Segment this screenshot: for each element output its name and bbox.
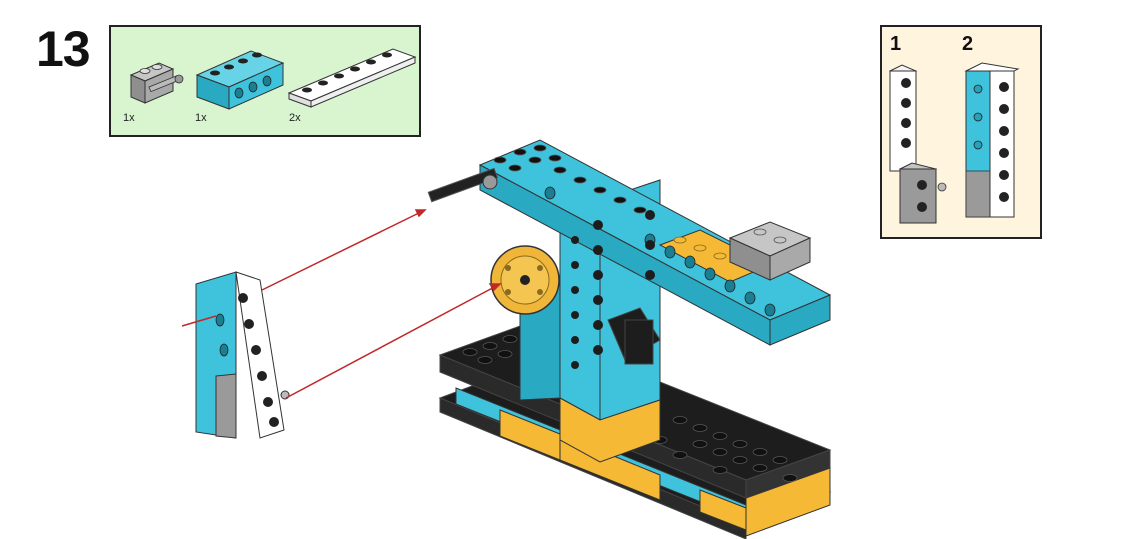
part-quantity-white-plate: 2x	[289, 112, 301, 124]
arm-yellow-studs	[673, 236, 727, 260]
step-number: 13	[36, 21, 91, 77]
yellow-pulley-wheel	[490, 245, 560, 315]
black-axle	[427, 167, 499, 203]
sub-step-1-illustration	[888, 64, 947, 224]
arm-gray-studs	[753, 228, 787, 244]
part-white-plate	[287, 48, 417, 108]
part-quantity-gray-brick: 1x	[123, 112, 135, 124]
part-quantity-azure-brick: 1x	[195, 112, 207, 124]
sub-step-2-illustration	[964, 62, 1020, 218]
parts-list-box: 1x 1x 2x	[109, 25, 421, 137]
azure-arm	[478, 139, 832, 346]
assembly-arrows	[181, 209, 502, 399]
sub-assembly-callout: 1 2	[880, 25, 1042, 239]
arm-studs	[493, 144, 647, 214]
base-studs	[462, 335, 798, 482]
sub-step-label-1: 1	[890, 33, 902, 55]
tower-holes	[571, 210, 655, 369]
arm-holes	[544, 186, 776, 317]
loose-sub-assembly	[195, 271, 290, 439]
part-azure-technic-brick	[195, 50, 285, 110]
part-gray-brick-with-axle	[129, 62, 184, 104]
sub-step-label-2: 2	[962, 33, 974, 55]
